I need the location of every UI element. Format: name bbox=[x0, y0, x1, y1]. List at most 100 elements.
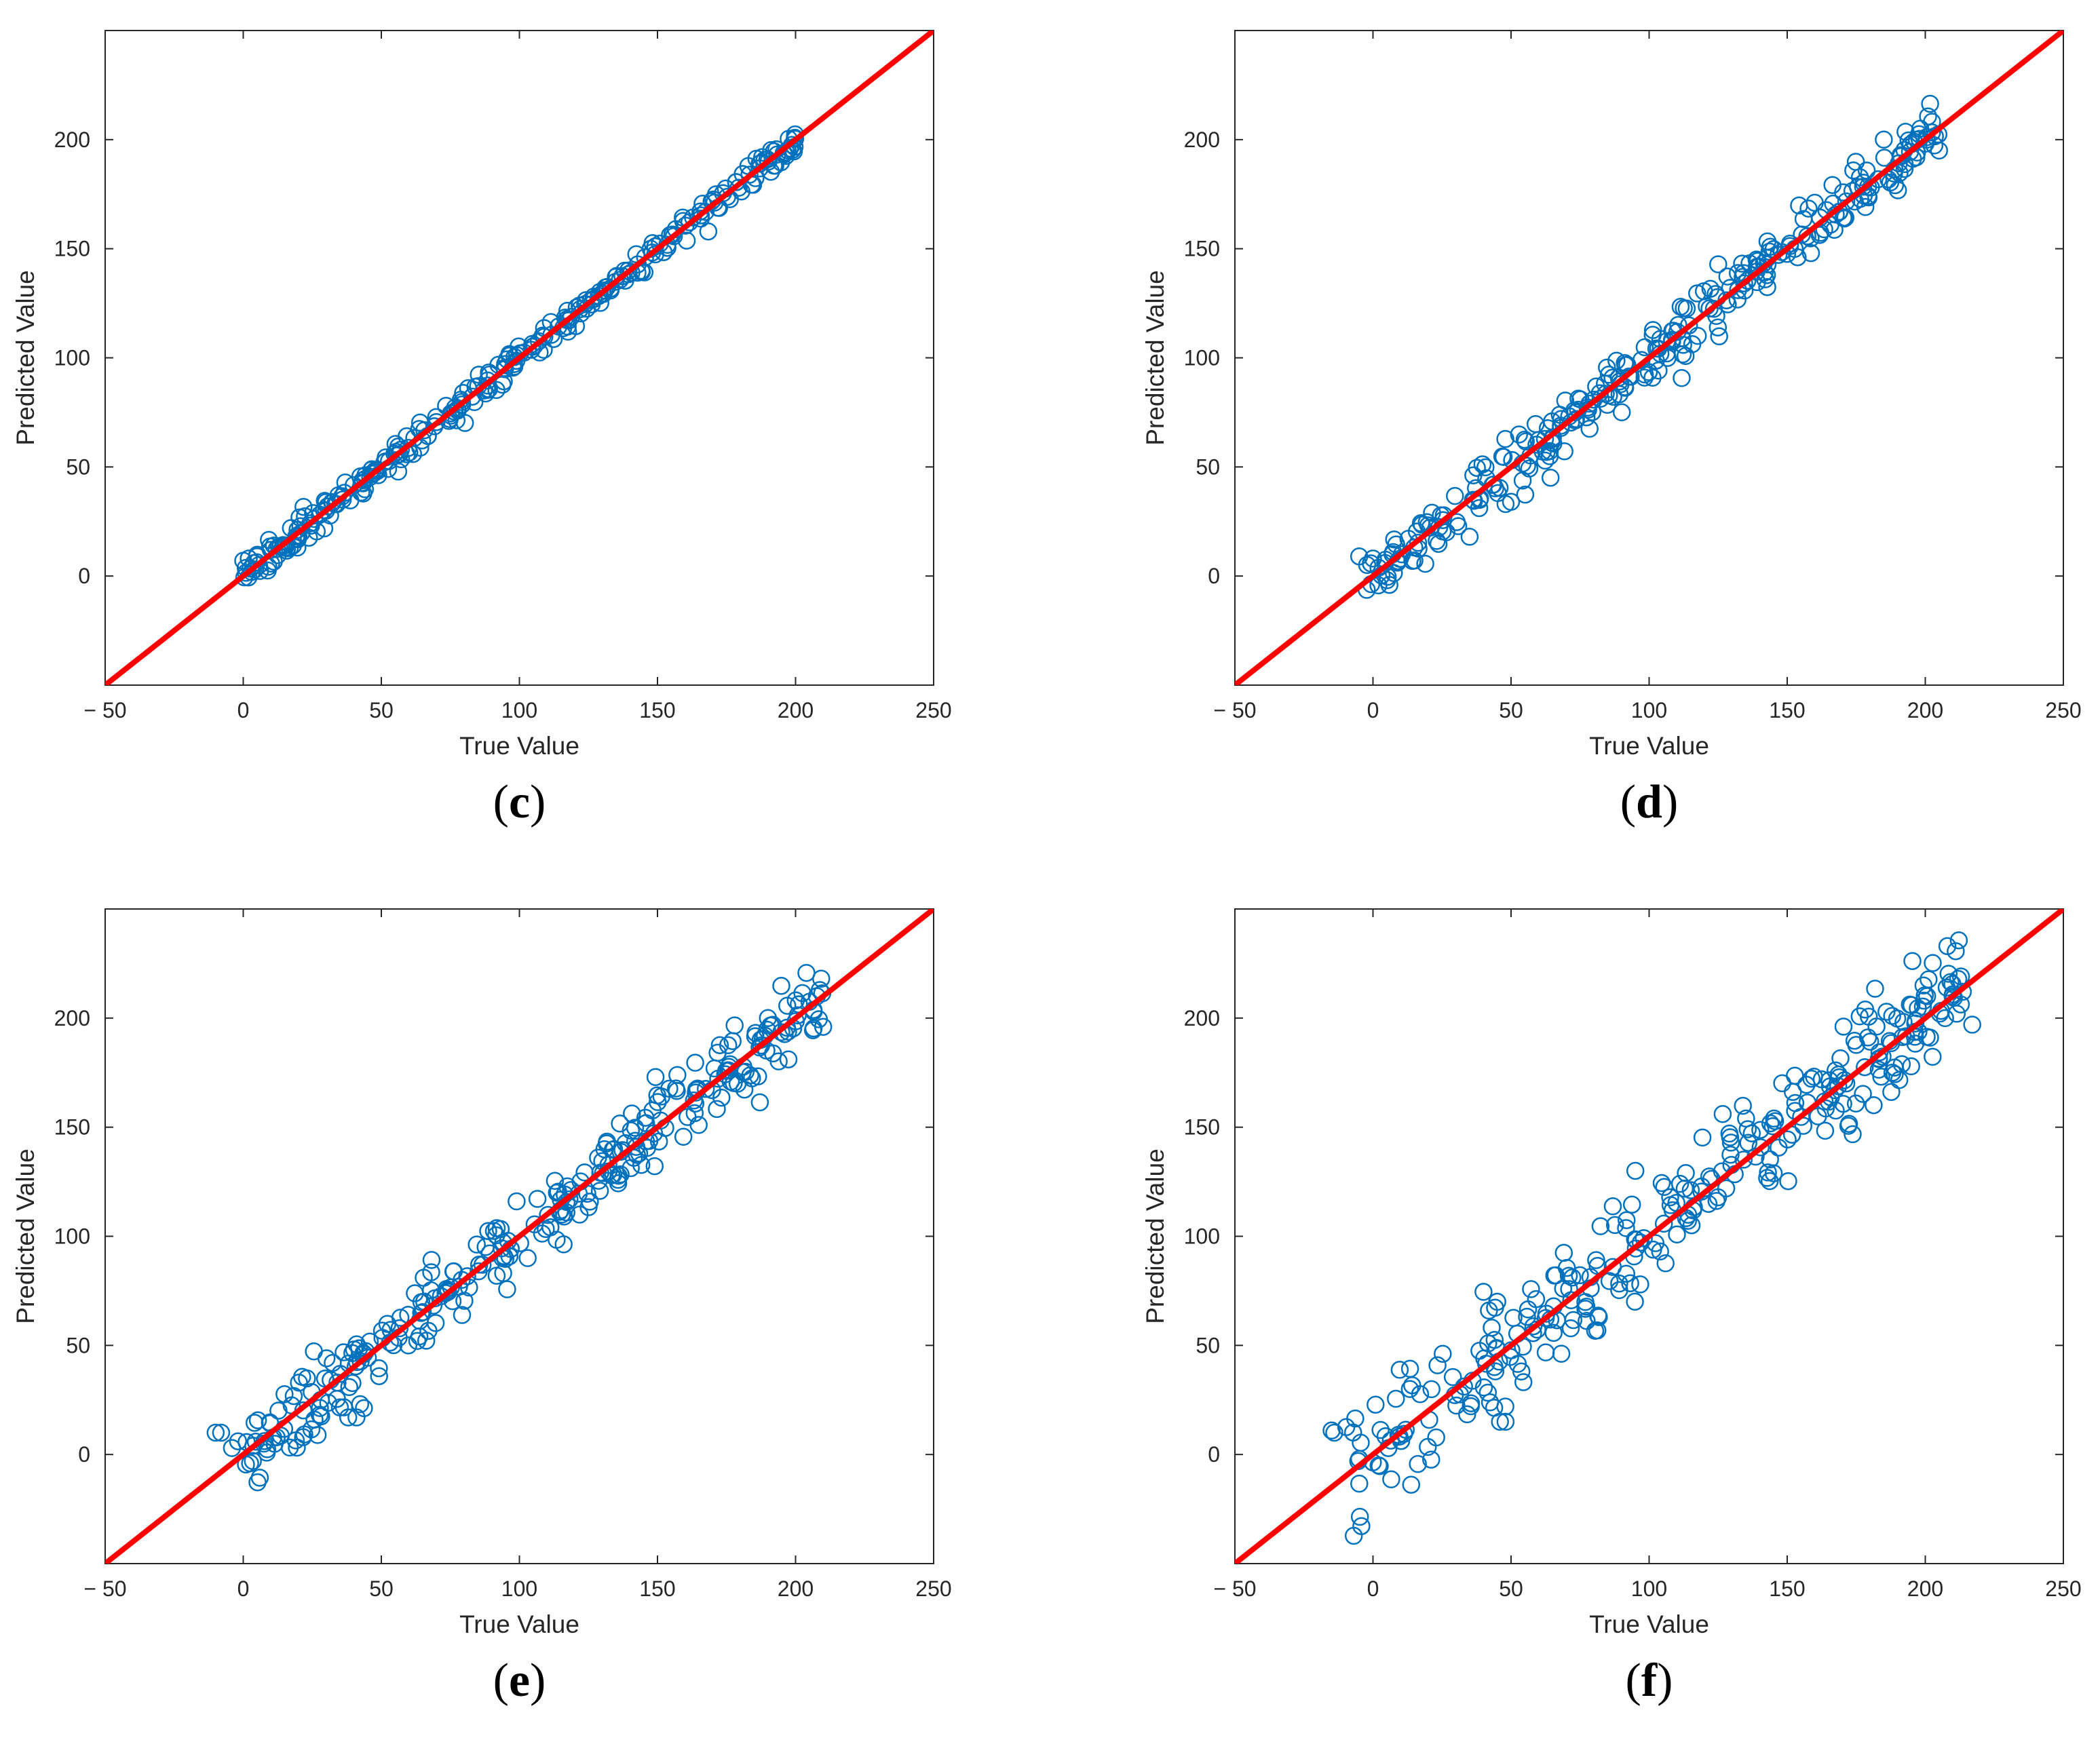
scatter-point bbox=[638, 1138, 657, 1157]
scatter-point bbox=[386, 435, 405, 453]
y-tick-label: 200 bbox=[54, 128, 90, 152]
scatter-point bbox=[1790, 196, 1808, 215]
scatter-point bbox=[1512, 1362, 1531, 1381]
panel-label: (f) bbox=[1626, 1654, 1673, 1707]
scatter-series bbox=[1235, 909, 2063, 1564]
scatter-point bbox=[1350, 547, 1369, 566]
scatter-point bbox=[453, 395, 472, 414]
scatter-point bbox=[1552, 1344, 1571, 1363]
scatter-point bbox=[1704, 300, 1723, 318]
scatter-point bbox=[1344, 1526, 1363, 1545]
scatter-point bbox=[455, 414, 474, 432]
x-tick-label: 150 bbox=[1769, 1576, 1805, 1601]
scatter-point bbox=[1496, 1412, 1515, 1431]
scatter-point bbox=[1591, 1217, 1610, 1235]
scatter-point bbox=[1612, 403, 1631, 422]
scatter-point bbox=[1856, 1000, 1875, 1019]
scatter-point bbox=[1514, 1373, 1533, 1391]
x-tick-label: 50 bbox=[369, 698, 394, 722]
scatter-point bbox=[1603, 1197, 1622, 1216]
scatter-point bbox=[1920, 970, 1938, 988]
scatter-point bbox=[797, 963, 816, 982]
x-axis-label: True Value bbox=[1589, 1610, 1709, 1638]
scatter-point bbox=[1700, 1167, 1719, 1186]
scatter-point bbox=[1763, 1117, 1782, 1136]
scatter-point bbox=[1587, 1251, 1605, 1269]
scatter-point bbox=[1875, 149, 1894, 167]
scatter-point bbox=[1799, 199, 1818, 218]
scatter-point bbox=[1820, 1071, 1839, 1089]
scatter-point bbox=[1429, 535, 1448, 553]
x-tick-label: 100 bbox=[501, 1576, 537, 1601]
scatter-point bbox=[206, 1423, 225, 1442]
y-axis-label: Predicted Value bbox=[1141, 1148, 1169, 1323]
scatter-point bbox=[1721, 1145, 1740, 1164]
scatter-point bbox=[1721, 1134, 1740, 1152]
scatter-point bbox=[1447, 1396, 1466, 1415]
scatter-point bbox=[1518, 1307, 1536, 1326]
scatter-point bbox=[1449, 517, 1468, 535]
scatter-point bbox=[1646, 1234, 1665, 1252]
scatter-point bbox=[1917, 1028, 1936, 1046]
scatter-point bbox=[1631, 1275, 1649, 1294]
scatter-point bbox=[1770, 1138, 1788, 1157]
scatter-point bbox=[1856, 197, 1875, 216]
scatter-point bbox=[354, 471, 372, 490]
scatter-point bbox=[292, 523, 311, 542]
scatter-point bbox=[1739, 1134, 1757, 1152]
scatter-point bbox=[609, 1167, 628, 1185]
scatter-point bbox=[1839, 1115, 1858, 1133]
scatter-point bbox=[411, 413, 429, 432]
scatter-point bbox=[260, 530, 278, 549]
scatter-point bbox=[1626, 1239, 1645, 1258]
scatter-point bbox=[1635, 338, 1654, 357]
scatter-point bbox=[1554, 1279, 1573, 1298]
scatter-point bbox=[240, 549, 258, 568]
scatter-point bbox=[1621, 1274, 1639, 1292]
scatter-point bbox=[1364, 549, 1382, 568]
scatter-point bbox=[1734, 1096, 1752, 1115]
scatter-point bbox=[1622, 1195, 1641, 1214]
y-axis-label: Predicted Value bbox=[12, 270, 39, 445]
scatter-point bbox=[1854, 1085, 1872, 1103]
y-tick-label: 200 bbox=[1184, 128, 1220, 152]
scatter-point bbox=[686, 1053, 704, 1072]
scatter-point bbox=[1938, 937, 1957, 955]
scatter-point bbox=[1850, 168, 1869, 187]
scatter-point bbox=[1914, 976, 1933, 994]
scatter-point bbox=[1846, 1094, 1865, 1113]
scatter-point bbox=[294, 497, 313, 516]
scatter-point bbox=[1488, 1292, 1506, 1311]
scatter-point bbox=[1462, 1397, 1480, 1416]
scatter-point bbox=[1635, 368, 1654, 387]
scatter-point bbox=[1413, 516, 1431, 534]
scatter-point bbox=[470, 1262, 488, 1281]
scatter-point bbox=[1844, 161, 1863, 180]
scatter-point bbox=[1538, 442, 1556, 461]
scatter-point bbox=[624, 1148, 643, 1167]
y-axis-label: Predicted Value bbox=[12, 1148, 39, 1323]
scatter-point bbox=[1751, 1121, 1770, 1139]
scatter-point bbox=[378, 1315, 397, 1333]
scatter-point bbox=[467, 1235, 486, 1254]
scatter-point bbox=[212, 1423, 231, 1442]
y-tick-label: 50 bbox=[1196, 454, 1220, 479]
scatter-point bbox=[1443, 1368, 1462, 1387]
scatter-point bbox=[779, 1050, 798, 1068]
scatter-point bbox=[1607, 351, 1626, 370]
scatter-point bbox=[426, 1314, 445, 1332]
scatter-point bbox=[496, 360, 514, 379]
x-axis-label: True Value bbox=[459, 1610, 579, 1638]
scatter-point bbox=[340, 1378, 358, 1397]
scatter-point bbox=[422, 1263, 440, 1281]
scatter-point bbox=[1729, 281, 1747, 299]
scatter-point bbox=[1759, 1163, 1777, 1182]
scatter-point bbox=[518, 1249, 537, 1267]
x-tick-label: 250 bbox=[2045, 698, 2081, 722]
scatter-point bbox=[759, 1009, 778, 1028]
scatter-point bbox=[269, 1401, 288, 1420]
panel-letter: c bbox=[509, 776, 530, 828]
scatter-point bbox=[528, 1190, 547, 1208]
scatter-point bbox=[1605, 1216, 1624, 1235]
y-tick-label: 50 bbox=[1196, 1333, 1220, 1357]
